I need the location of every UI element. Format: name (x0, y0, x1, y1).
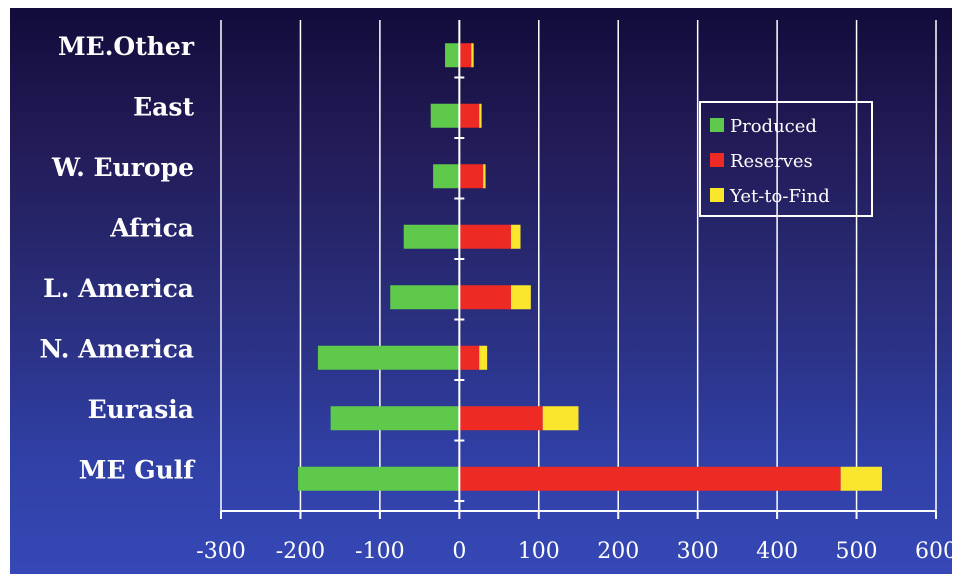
bar-reserves-africa (459, 224, 511, 249)
bar-produced-me-other (445, 43, 460, 68)
legend: Produced Reserves Yet-to-Find (699, 101, 873, 217)
x-tick-label: 100 (518, 539, 560, 564)
category-label-eurasia: Eurasia (88, 395, 194, 424)
x-tick-label: -300 (196, 539, 245, 564)
bar-reserves-eurasia (459, 406, 543, 431)
bar-reserves-east (459, 103, 480, 128)
bar-reserves-me-other (459, 43, 472, 68)
x-tick-label: -100 (355, 539, 404, 564)
category-label-africa: Africa (109, 214, 194, 243)
category-label-w-europe: W. Europe (51, 153, 194, 182)
bar-produced-eurasia (330, 406, 460, 431)
gridlines (220, 20, 937, 511)
legend-swatch-reserves (710, 153, 724, 167)
legend-label-reserves: Reserves (730, 151, 813, 172)
bar-reserves-w-europe (459, 164, 484, 189)
x-tick-label: -200 (276, 539, 325, 564)
category-label-east: East (133, 93, 194, 122)
bar-produced-n-america (317, 345, 460, 370)
bar-yet-to-find-east (479, 103, 482, 128)
bar-produced-l-america (390, 285, 460, 310)
legend-swatch-produced (710, 118, 724, 132)
category-label-l-america: L. America (43, 274, 194, 303)
bar-produced-me-gulf (298, 466, 460, 491)
x-tick-label: 400 (756, 539, 798, 564)
bar-produced-east (430, 103, 460, 128)
bar-reserves-n-america (459, 345, 480, 370)
bar-yet-to-find-me-other (471, 43, 474, 68)
bar-yet-to-find-n-america (479, 345, 488, 370)
category-label-me-other: ME.Other (58, 32, 195, 61)
legend-swatch-yet-to-find (710, 188, 724, 202)
bar-yet-to-find-w-europe (483, 164, 486, 189)
bar-reserves-me-gulf (459, 466, 841, 491)
legend-box (699, 101, 873, 217)
category-label-n-america: N. America (39, 335, 194, 364)
bar-yet-to-find-me-gulf (840, 466, 882, 491)
bar-produced-w-europe (433, 164, 460, 189)
bar-produced-africa (403, 224, 460, 249)
x-tick-label: 600 (915, 539, 952, 564)
bar-yet-to-find-africa (510, 224, 521, 249)
x-tick-label: 300 (677, 539, 719, 564)
axes (220, 20, 937, 519)
legend-label-yet-to-find: Yet-to-Find (729, 186, 830, 207)
chart-frame: ME.Other East W. Europe Africa L. America N. … (10, 8, 952, 574)
category-label-me-gulf: ME Gulf (79, 456, 196, 485)
bar-reserves-l-america (459, 285, 511, 310)
bar-chart: ME.Other East W. Europe Africa L. America N. … (39, 20, 952, 564)
bar-yet-to-find-eurasia (542, 406, 579, 431)
labels: ME.Other East W. Europe Africa L. America N. … (39, 32, 952, 564)
legend-label-produced: Produced (730, 116, 817, 137)
x-tick-label: 200 (597, 539, 639, 564)
bars (298, 43, 882, 491)
x-tick-label: 0 (452, 539, 466, 564)
x-tick-label: 500 (836, 539, 878, 564)
bar-yet-to-find-l-america (510, 285, 531, 310)
